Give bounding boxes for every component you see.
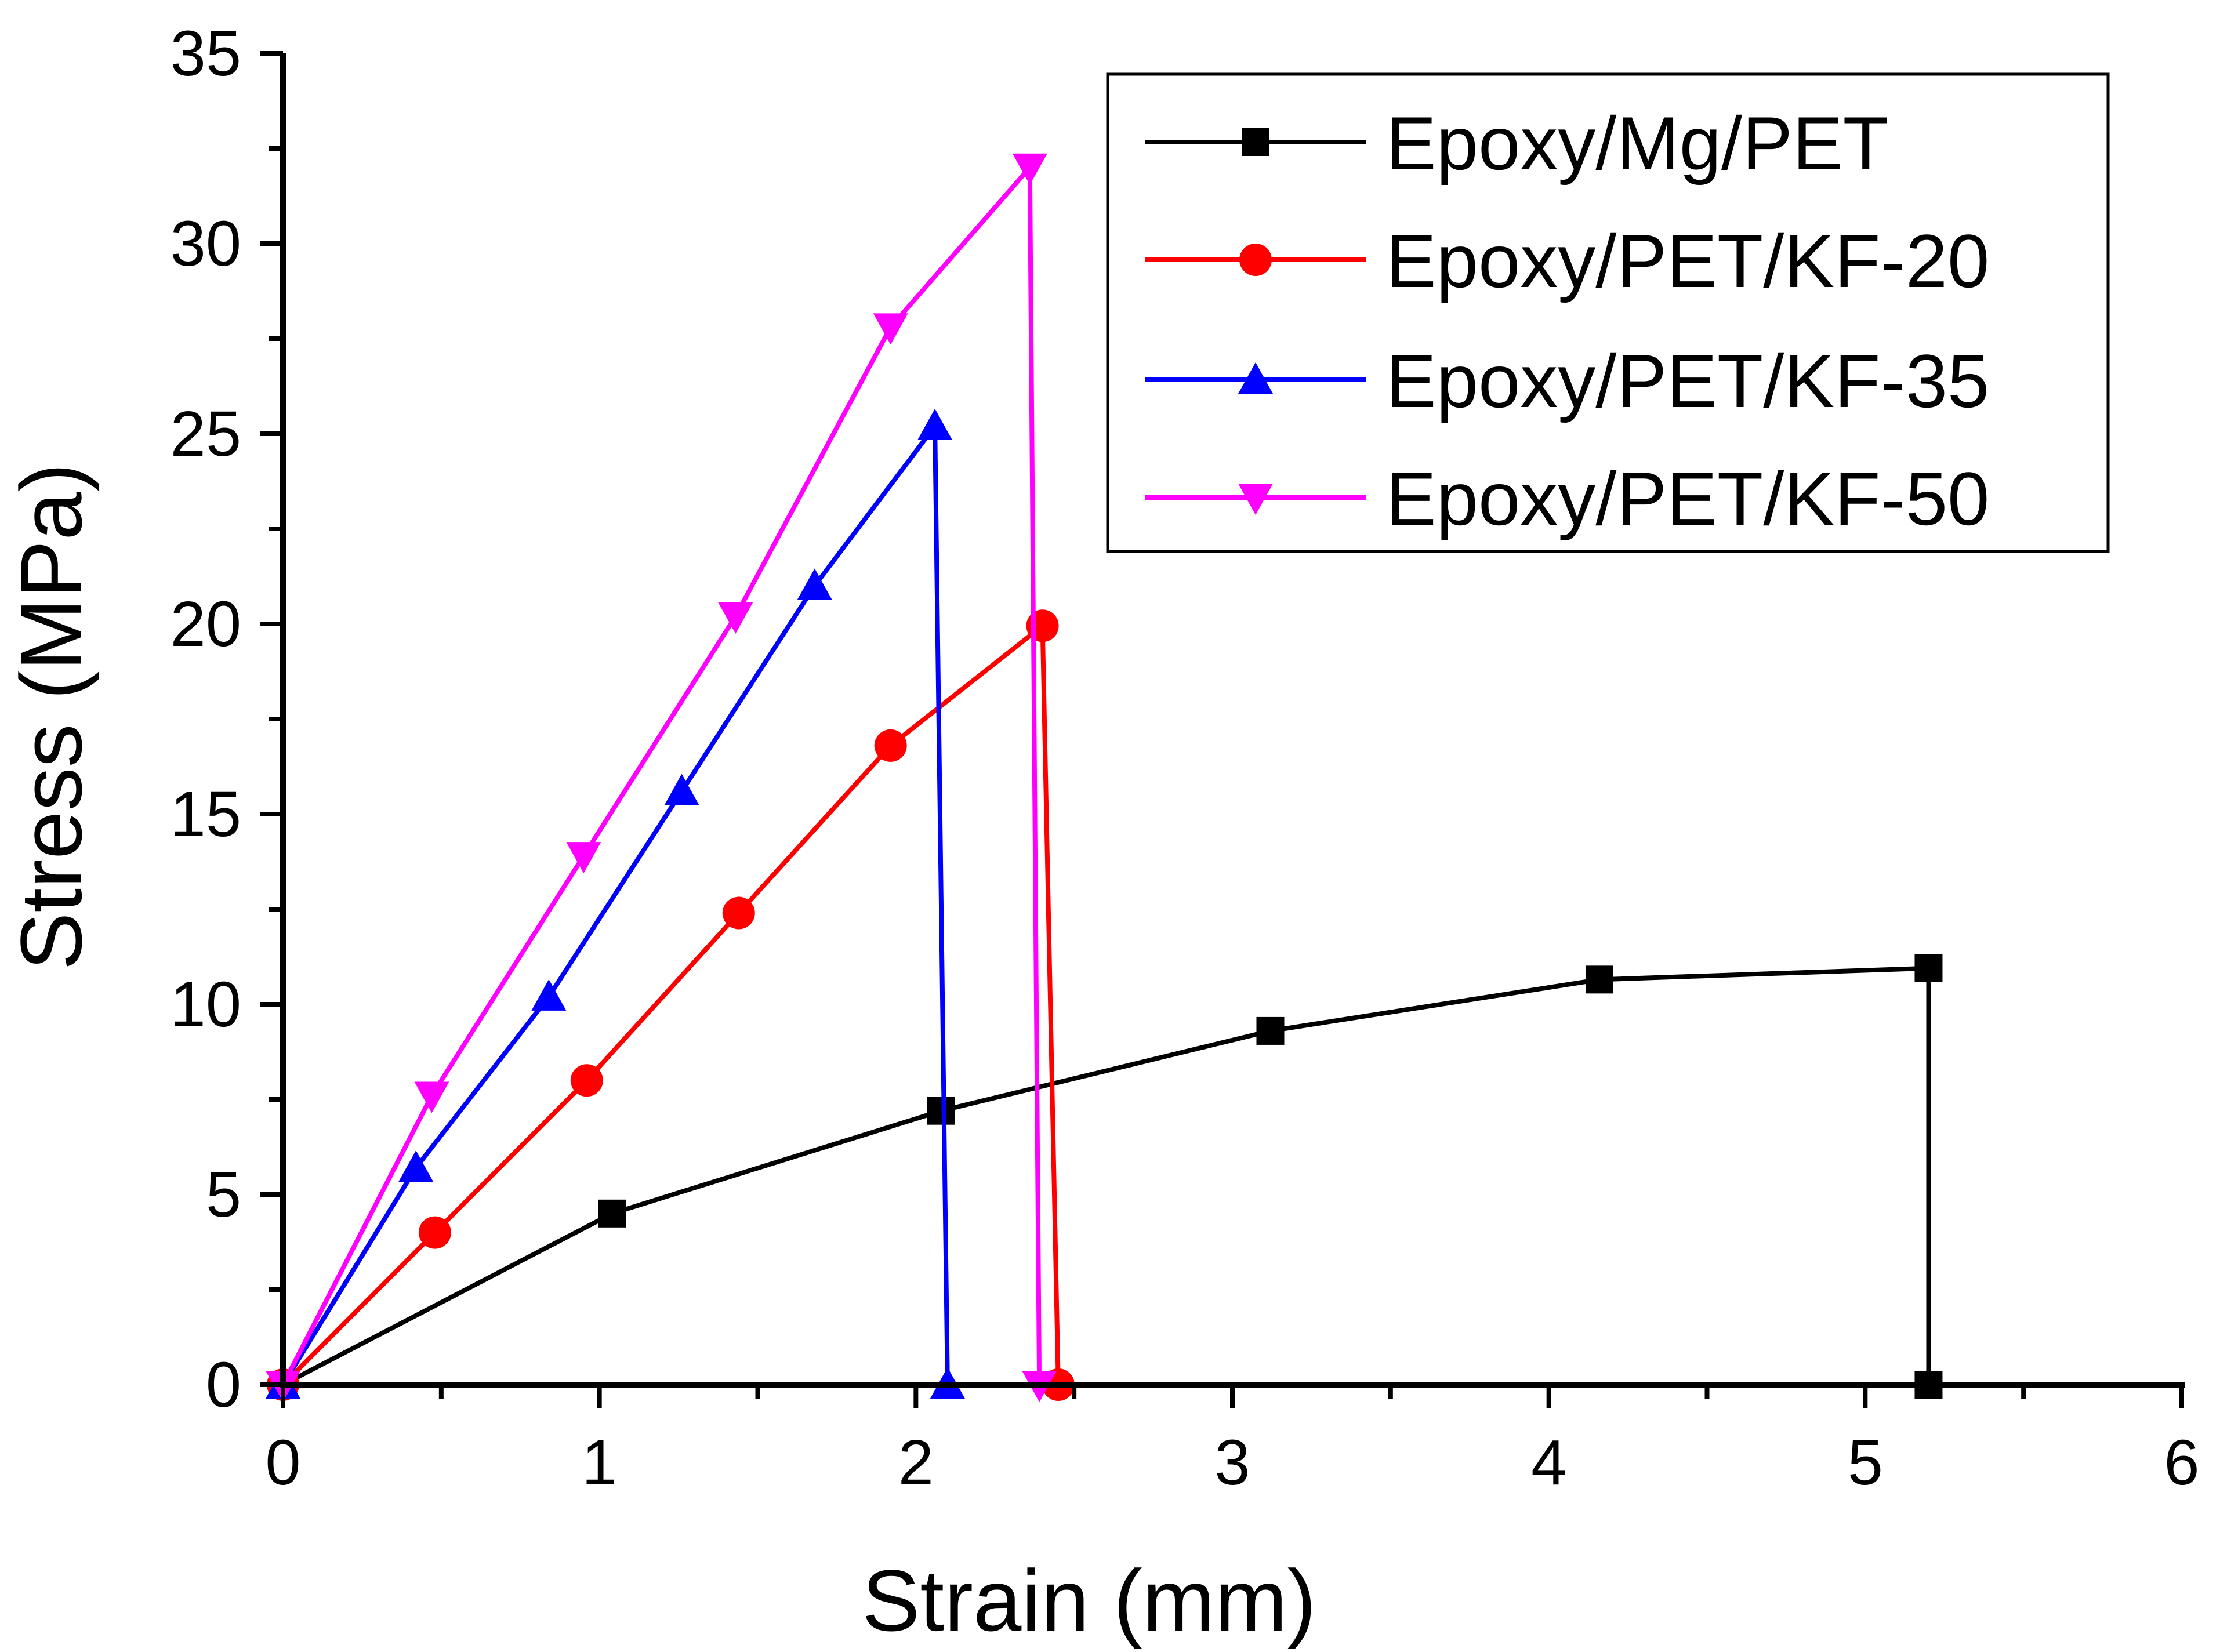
data-point-epoxy-pet-kf-50 <box>414 1081 449 1113</box>
data-point-epoxy-pet-kf-20 <box>418 1216 451 1249</box>
data-point-epoxy-pet-kf-50 <box>718 602 753 634</box>
data-point-epoxy-mg-pet <box>1914 954 1943 982</box>
data-point-epoxy-pet-kf-35 <box>398 1150 434 1182</box>
legend-item-epoxy-pet-kf-35: Epoxy/PET/KF-35 <box>1145 339 1989 423</box>
data-point-epoxy-pet-kf-50 <box>1012 153 1047 185</box>
y-tick-label: 25 <box>171 398 241 470</box>
data-point-epoxy-pet-kf-20 <box>874 729 907 762</box>
data-point-epoxy-pet-kf-35 <box>797 568 832 600</box>
x-tick-label: 5 <box>1848 1427 1883 1498</box>
x-tick-label: 4 <box>1531 1427 1566 1498</box>
y-axis-title: Stress (MPa) <box>2 463 100 970</box>
ticks-layer: 0 1 2 3 4 5 6 0 5 10 15 20 25 30 35 <box>171 18 2200 1498</box>
data-point-epoxy-mg-pet <box>927 1097 955 1125</box>
x-tick-label: 3 <box>1214 1427 1250 1498</box>
legend-item-epoxy-pet-kf-50: Epoxy/PET/KF-50 <box>1145 456 1989 541</box>
legend-label: Epoxy/Mg/PET <box>1386 101 1889 186</box>
data-point-epoxy-pet-kf-35 <box>664 774 699 805</box>
x-tick-label: 2 <box>898 1427 934 1498</box>
y-tick-label: 20 <box>171 589 241 660</box>
y-tick-label: 0 <box>206 1349 241 1421</box>
legend: Epoxy/Mg/PET Epoxy/PET/KF-20 Epoxy/PET/KF-… <box>1106 72 2110 553</box>
legend-item-epoxy-pet-kf-20: Epoxy/PET/KF-20 <box>1145 219 1989 303</box>
legend-swatch-marker <box>1239 244 1272 276</box>
data-point-epoxy-pet-kf-50 <box>873 313 908 345</box>
x-tick-label: 0 <box>265 1427 300 1498</box>
x-axis-title: Strain (mm) <box>862 1552 1316 1649</box>
legend-box <box>1106 72 2110 553</box>
data-point-epoxy-pet-kf-35 <box>917 408 953 440</box>
x-tick-label: 1 <box>582 1427 617 1498</box>
data-point-epoxy-pet-kf-20 <box>722 896 755 930</box>
legend-label: Epoxy/PET/KF-20 <box>1386 219 1989 303</box>
data-point-epoxy-mg-pet <box>1256 1016 1285 1045</box>
data-point-epoxy-pet-kf-50 <box>566 842 601 874</box>
legend-swatch-marker <box>1242 128 1269 156</box>
y-tick-label: 15 <box>171 779 241 850</box>
legend-item-epoxy-mg-pet: Epoxy/Mg/PET <box>1145 101 1889 186</box>
legend-swatch-marker <box>1238 362 1273 394</box>
y-tick-label: 35 <box>171 18 241 89</box>
data-point-epoxy-pet-kf-20 <box>570 1064 603 1097</box>
legend-label: Epoxy/PET/KF-35 <box>1386 339 1989 423</box>
data-point-epoxy-mg-pet <box>1585 965 1613 994</box>
x-tick-label: 6 <box>2164 1427 2199 1498</box>
y-tick-label: 30 <box>171 208 241 279</box>
legend-swatch-marker <box>1238 484 1273 515</box>
y-tick-label: 10 <box>171 969 241 1040</box>
data-point-epoxy-pet-kf-35 <box>531 979 567 1011</box>
data-point-epoxy-mg-pet <box>598 1199 626 1228</box>
legend-label: Epoxy/PET/KF-50 <box>1386 456 1989 541</box>
y-tick-label: 5 <box>206 1159 241 1230</box>
